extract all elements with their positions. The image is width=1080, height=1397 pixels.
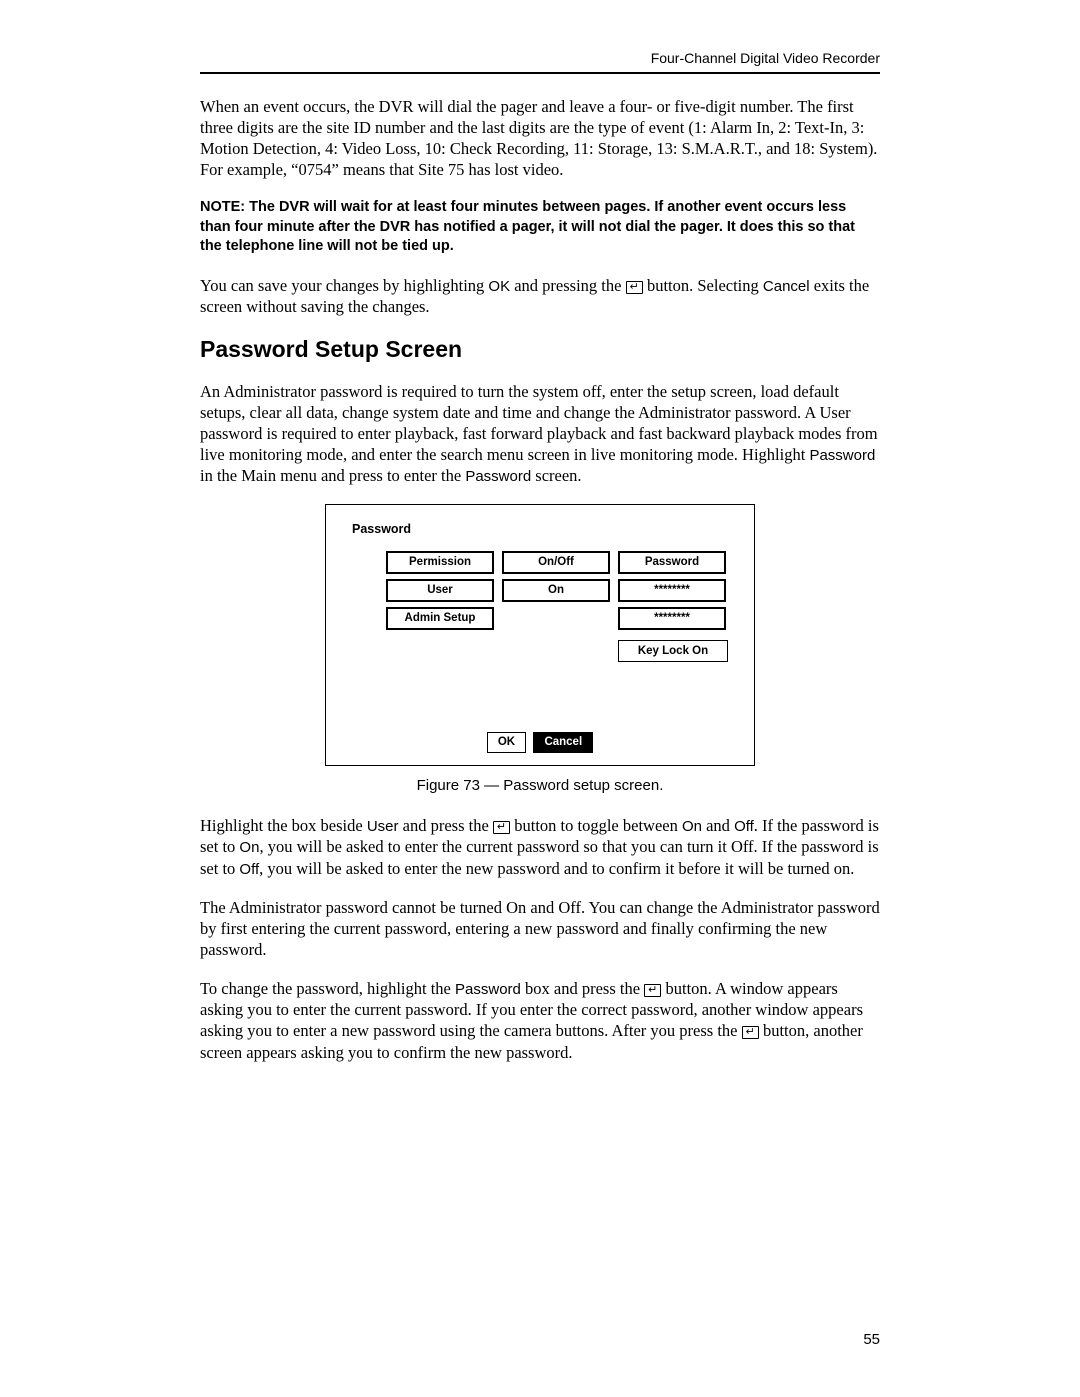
text: and (702, 816, 734, 835)
text: Highlight the box beside (200, 816, 367, 835)
row-user-password[interactable]: ******** (618, 579, 726, 602)
password-dialog: Password Permission On/Off Password User… (325, 504, 755, 766)
figure-password-screen: Password Permission On/Off Password User… (325, 504, 755, 766)
page-number: 55 (863, 1330, 880, 1349)
enter-icon: ↵ (493, 821, 510, 834)
cancel-label: Cancel (763, 278, 810, 295)
enter-icon: ↵ (742, 1026, 759, 1039)
enter-icon: ↵ (644, 984, 661, 997)
row-admin-password[interactable]: ******** (618, 607, 726, 630)
text: , you will be asked to enter the new pas… (259, 859, 854, 878)
row-admin-onoff-blank (502, 607, 610, 630)
header-rule (200, 72, 880, 74)
enter-icon: ↵ (626, 281, 643, 294)
paragraph-admin-password: An Administrator password is required to… (200, 381, 880, 487)
cancel-button[interactable]: Cancel (533, 732, 593, 753)
ok-button[interactable]: OK (487, 732, 526, 753)
paragraph-save-changes: You can save your changes by highlightin… (200, 275, 880, 317)
on-label: On (682, 818, 702, 835)
paragraph-admin-change: The Administrator password cannot be tur… (200, 897, 880, 960)
text: An Administrator password is required to… (200, 382, 878, 464)
password-label: Password (809, 447, 875, 464)
text: and press the (399, 816, 493, 835)
password-label: Password (465, 468, 531, 485)
running-header: Four-Channel Digital Video Recorder (200, 50, 880, 68)
text: To change the password, highlight the (200, 979, 455, 998)
password-table: Permission On/Off Password User On *****… (386, 551, 728, 629)
ok-label: OK (488, 278, 510, 295)
key-lock-button[interactable]: Key Lock On (618, 640, 728, 663)
user-label: User (367, 818, 399, 835)
row-user-permission[interactable]: User (386, 579, 494, 602)
on-label: On (239, 839, 259, 856)
text: You can save your changes by highlightin… (200, 276, 488, 295)
text: and pressing the (510, 276, 625, 295)
col-onoff: On/Off (502, 551, 610, 574)
text: screen. (531, 466, 581, 485)
col-password: Password (618, 551, 726, 574)
note-pager-wait: NOTE: The DVR will wait for at least fou… (200, 198, 880, 257)
off-label: Off (734, 818, 754, 835)
row-admin-permission[interactable]: Admin Setup (386, 607, 494, 630)
dialog-buttons: OK Cancel (352, 732, 728, 753)
paragraph-change-password: To change the password, highlight the Pa… (200, 978, 880, 1063)
text: in the Main menu and press to enter the (200, 466, 465, 485)
row-user-onoff[interactable]: On (502, 579, 610, 602)
dialog-title: Password (352, 521, 728, 537)
figure-caption: Figure 73 — Password setup screen. (200, 776, 880, 795)
text: button to toggle between (510, 816, 682, 835)
paragraph-toggle-user: Highlight the box beside User and press … (200, 815, 880, 879)
paragraph-events: When an event occurs, the DVR will dial … (200, 96, 880, 180)
password-label: Password (455, 981, 521, 998)
col-permission: Permission (386, 551, 494, 574)
text: button. Selecting (643, 276, 763, 295)
heading-password-setup: Password Setup Screen (200, 335, 880, 364)
off-label: Off (239, 861, 259, 878)
text: box and press the (521, 979, 644, 998)
